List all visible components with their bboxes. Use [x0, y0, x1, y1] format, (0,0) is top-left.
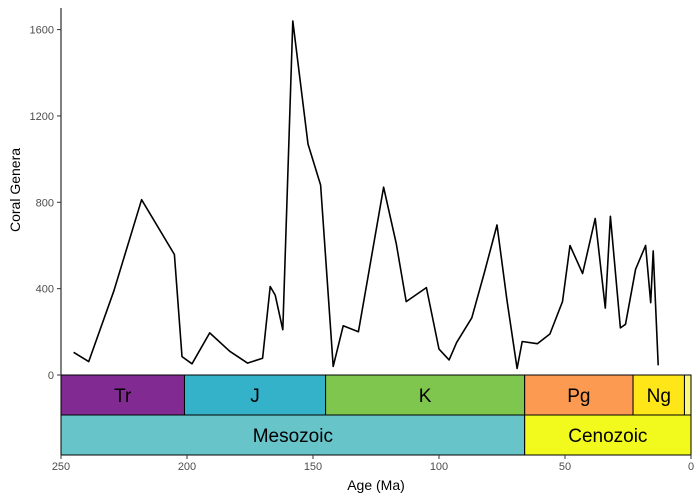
x-tick-label-150: 150 — [304, 461, 322, 473]
period-band-tr — [60, 374, 185, 416]
period-band-k — [325, 374, 526, 416]
axes: 0 400 800 1200 1600 250 200 150 100 50 0 — [30, 8, 694, 473]
plot-area — [73, 20, 659, 370]
period-band-j — [183, 374, 327, 416]
period-label-ng: Ng — [647, 386, 671, 407]
x-tick-label-0: 0 — [688, 461, 694, 473]
period-label-k: K — [419, 386, 432, 407]
period-label-tr: Tr — [114, 386, 132, 407]
x-tick-label-50: 50 — [559, 461, 571, 473]
y-axis-title: Coral Genera — [7, 148, 23, 232]
period-band-q — [683, 374, 692, 416]
x-tick-label-200: 200 — [178, 461, 196, 473]
y-tick-label-800: 800 — [36, 197, 54, 209]
y-tick-label-1600: 1600 — [30, 25, 54, 37]
period-label-j: J — [250, 386, 260, 407]
era-label-cenozoic: Cenozoic — [568, 426, 647, 447]
y-tick-label-0: 0 — [48, 370, 54, 382]
x-tick-label-100: 100 — [430, 461, 448, 473]
geologic-time-bands: Tr J K Pg Ng Mesozoic Cenozoic — [60, 374, 692, 456]
era-band-mesozoic — [60, 414, 526, 456]
x-tick-label-250: 250 — [52, 461, 70, 473]
period-label-pg: Pg — [567, 386, 590, 407]
y-tick-label-400: 400 — [36, 284, 54, 296]
y-tick-label-1200: 1200 — [30, 111, 54, 123]
series-line-1 — [73, 20, 659, 370]
era-label-mesozoic: Mesozoic — [253, 426, 333, 447]
x-axis-title: Age (Ma) — [347, 477, 405, 493]
